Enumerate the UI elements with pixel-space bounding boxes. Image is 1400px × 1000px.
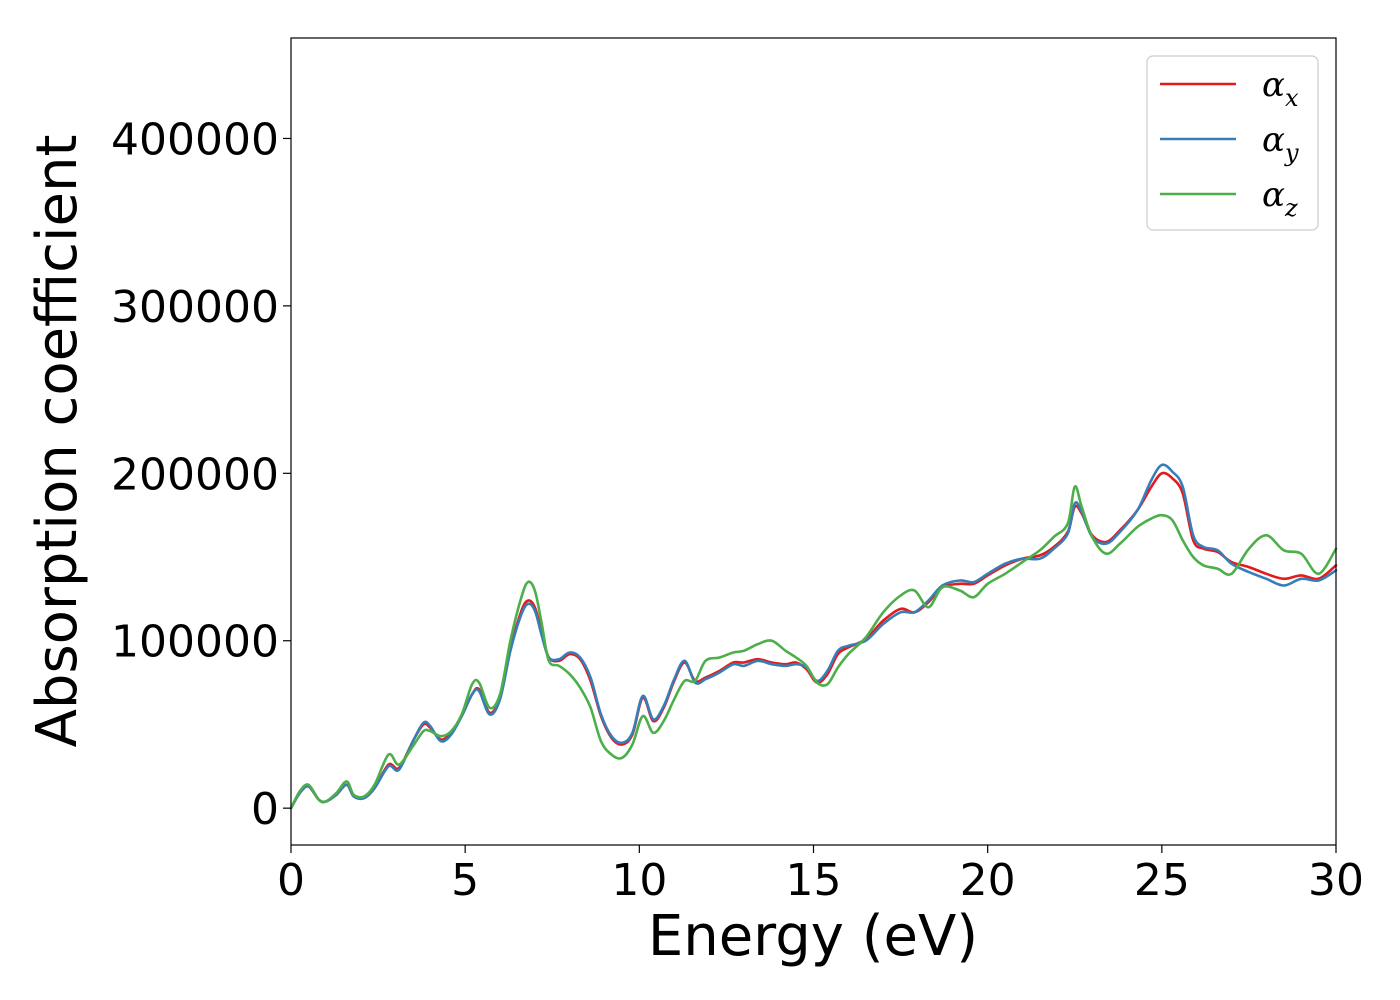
legend-subscript-x: x (1285, 84, 1299, 112)
x-tick-label: 20 (960, 855, 1016, 906)
x-tick-label: 25 (1134, 855, 1190, 906)
series-line-alpha-y (289, 463, 1338, 810)
y-axis-ticks: 0 100000 200000 300000 400000 (111, 114, 291, 835)
y-tick-label: 100000 (111, 617, 279, 668)
series-line-alpha-z (289, 485, 1338, 810)
x-tick-label: 15 (786, 855, 842, 906)
y-tick-label: 400000 (111, 114, 279, 165)
y-tick-label: 0 (251, 784, 279, 835)
x-tick-label: 10 (611, 855, 667, 906)
x-tick-label: 0 (277, 855, 305, 906)
x-axis-ticks: 0 5 10 15 20 25 30 (277, 845, 1364, 906)
x-tick-label: 5 (451, 855, 479, 906)
series-lines (289, 463, 1338, 810)
y-tick-label: 200000 (111, 449, 279, 500)
legend-box (1146, 55, 1319, 231)
legend-subscript-y: y (1284, 139, 1299, 167)
legend-subscript-z: z (1284, 194, 1298, 222)
y-axis-title: Absorption coefficient (25, 135, 90, 748)
x-axis-title: Energy (eV) (648, 904, 978, 969)
legend-label-alpha-x: αx (1262, 65, 1299, 112)
y-tick-label: 300000 (111, 282, 279, 333)
x-tick-label: 30 (1308, 855, 1364, 906)
